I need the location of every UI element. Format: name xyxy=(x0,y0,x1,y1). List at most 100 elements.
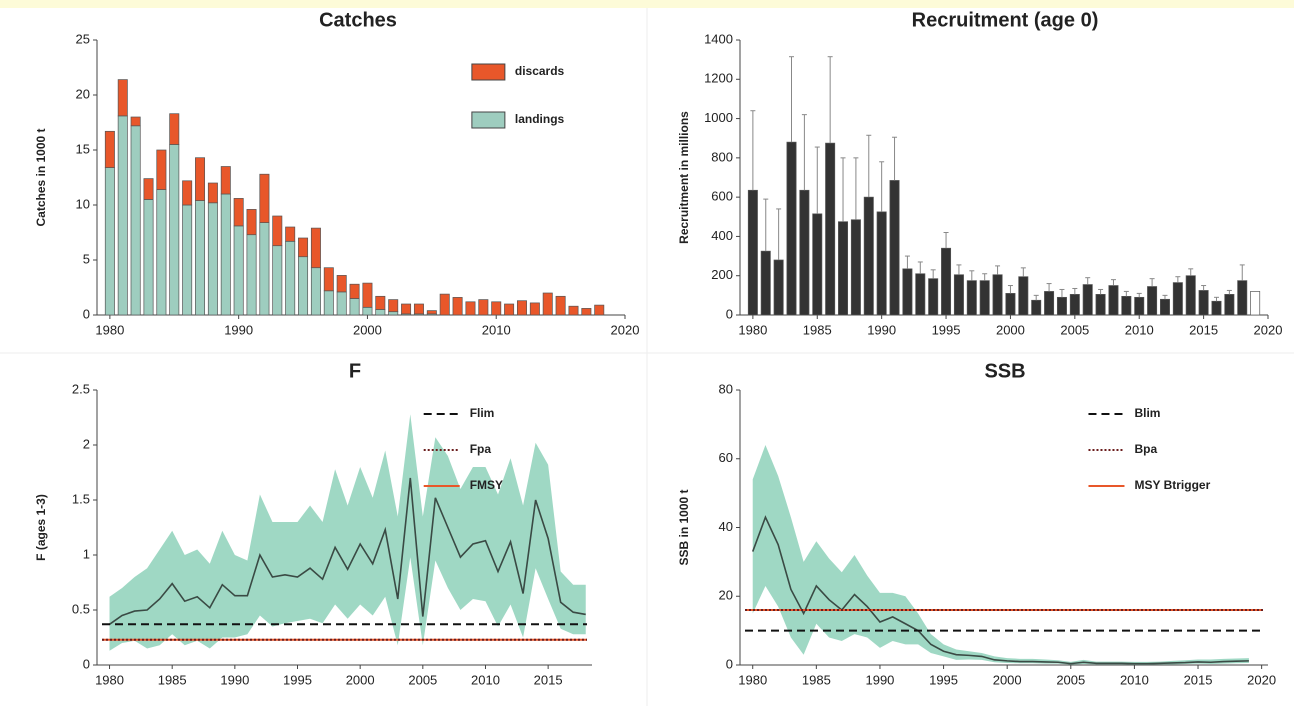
legend-swatch xyxy=(471,63,506,81)
bar xyxy=(169,144,180,316)
x-tick-label: 1990 xyxy=(224,322,253,337)
bar xyxy=(298,256,309,316)
y-tick-label: 60 xyxy=(719,450,733,465)
bar xyxy=(1069,294,1080,316)
bar xyxy=(1082,284,1093,316)
chart-title: F xyxy=(349,360,361,382)
bar xyxy=(529,302,540,316)
bar xyxy=(182,180,193,206)
bar xyxy=(195,200,206,316)
bar xyxy=(104,130,115,168)
x-tick-label: 1980 xyxy=(95,672,124,687)
bar xyxy=(1056,296,1067,316)
chart-title: Catches xyxy=(319,9,397,31)
bar xyxy=(272,245,283,316)
bar xyxy=(182,204,193,316)
chart-title: SSB xyxy=(984,360,1025,382)
bar xyxy=(1237,280,1248,316)
y-tick-label: 0 xyxy=(83,306,90,321)
bar xyxy=(1134,296,1145,316)
bar xyxy=(362,306,373,316)
chart-title: Recruitment (age 0) xyxy=(912,9,1099,31)
y-tick-label: 10 xyxy=(76,196,90,211)
x-tick-label: 2020 xyxy=(611,322,640,337)
bar xyxy=(117,79,128,117)
bar xyxy=(426,310,437,315)
legend-swatch xyxy=(471,111,506,129)
bar xyxy=(452,297,463,316)
legend-label: FMSY xyxy=(470,478,503,492)
bar xyxy=(1108,285,1119,316)
line xyxy=(751,515,1249,665)
x-tick-label: 2000 xyxy=(993,672,1022,687)
x-tick-label: 2010 xyxy=(1125,322,1154,337)
bar xyxy=(388,299,399,313)
bar xyxy=(143,178,154,200)
bar xyxy=(349,283,360,299)
bar xyxy=(966,280,977,316)
bar xyxy=(298,237,309,258)
x-tick-label: 2000 xyxy=(353,322,382,337)
y-tick-label: 2 xyxy=(83,436,90,451)
bar xyxy=(143,199,154,316)
y-tick-label: 2.5 xyxy=(72,381,90,396)
y-tick-label: 1400 xyxy=(704,31,733,46)
y-axis-label: Catches in 1000 t xyxy=(34,128,48,226)
bar xyxy=(1198,290,1209,316)
y-tick-label: 600 xyxy=(711,189,733,204)
bar xyxy=(581,308,592,316)
y-tick-label: 800 xyxy=(711,149,733,164)
bar xyxy=(812,213,823,316)
x-tick-label: 2015 xyxy=(1184,672,1213,687)
bar xyxy=(375,309,386,316)
x-tick-label: 1985 xyxy=(802,672,831,687)
bar xyxy=(1095,294,1106,316)
bar xyxy=(953,274,964,316)
y-tick-label: 0 xyxy=(726,656,733,671)
x-tick-label: 2010 xyxy=(1120,672,1149,687)
y-tick-label: 15 xyxy=(76,141,90,156)
bar xyxy=(928,278,939,316)
bar xyxy=(1250,291,1261,316)
bar xyxy=(594,304,605,316)
bar xyxy=(516,300,527,316)
y-tick-label: 200 xyxy=(711,267,733,282)
y-tick-label: 1000 xyxy=(704,110,733,125)
legend-label: Fpa xyxy=(470,442,492,456)
bar xyxy=(156,189,167,316)
bar xyxy=(285,226,296,242)
bar xyxy=(220,193,231,316)
y-axis-label: F (ages 1-3) xyxy=(34,494,48,561)
bar xyxy=(362,282,373,308)
x-tick-label: 2015 xyxy=(534,672,563,687)
bar xyxy=(915,273,926,316)
bar xyxy=(207,182,218,204)
y-tick-label: 1.5 xyxy=(72,491,90,506)
bar xyxy=(130,116,141,127)
x-tick-label: 1990 xyxy=(865,672,894,687)
bar xyxy=(401,303,412,315)
bar xyxy=(889,180,900,316)
bar xyxy=(799,189,810,316)
top-strip xyxy=(0,0,1294,8)
x-tick-label: 1995 xyxy=(932,322,961,337)
y-tick-label: 0 xyxy=(726,306,733,321)
bar xyxy=(375,295,386,310)
bar xyxy=(1005,293,1016,316)
bar xyxy=(117,115,128,316)
y-tick-label: 80 xyxy=(719,381,733,396)
y-axis-label: Recruitment in millions xyxy=(677,111,691,244)
bar xyxy=(478,299,489,316)
bar xyxy=(246,234,257,316)
legend-label: Flim xyxy=(470,406,495,420)
x-tick-label: 2020 xyxy=(1254,322,1283,337)
bar xyxy=(542,292,553,316)
bar xyxy=(1044,291,1055,316)
bar xyxy=(259,222,270,316)
bar xyxy=(439,293,450,316)
bar xyxy=(207,202,218,316)
bar xyxy=(863,196,874,316)
y-tick-label: 20 xyxy=(719,588,733,603)
y-axis-label: SSB in 1000 t xyxy=(677,489,691,565)
line xyxy=(109,477,586,625)
